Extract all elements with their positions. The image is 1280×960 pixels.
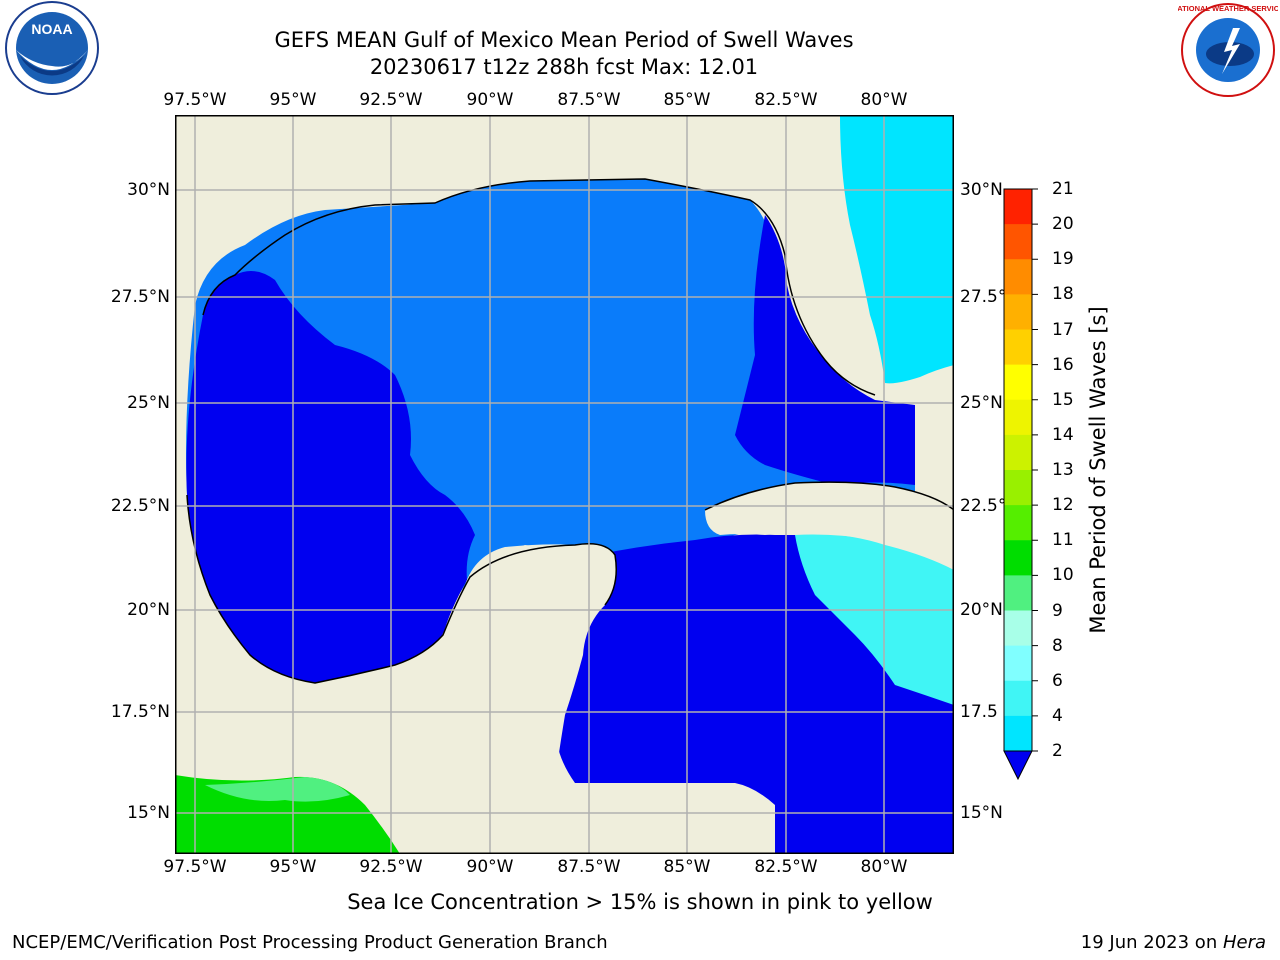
colorbar-segment (1004, 470, 1032, 506)
lon-tick-bottom: 80°W (860, 857, 908, 877)
colorbar-under-triangle (1003, 750, 1033, 781)
colorbar-segment (1004, 575, 1032, 611)
lon-tick-bottom: 85°W (663, 857, 711, 877)
colorbar-segment (1004, 505, 1032, 541)
map-title: GEFS MEAN Gulf of Mexico Mean Period of … (274, 28, 854, 52)
colorbar-segment (1004, 364, 1032, 401)
nws-logo: NATIONAL WEATHER SERVICE (1178, 3, 1278, 97)
lat-tick-left: 15°N (127, 803, 170, 823)
lat-tick-left: 30°N (127, 180, 170, 200)
yucatan-land (430, 543, 617, 780)
nws-logo-text: NATIONAL WEATHER SERVICE (1178, 4, 1278, 13)
colorbar-segment (1004, 329, 1032, 366)
lat-tick-right: 22.5° (960, 496, 1007, 516)
lon-tick-top: 92.5°W (359, 90, 423, 110)
colorbar-segment (1004, 715, 1032, 752)
colorbar-label: 4 (1052, 705, 1063, 726)
noaa-logo: NOAA (5, 1, 99, 95)
atlantic-swell-light (840, 115, 954, 384)
lat-tick-left: 25°N (127, 393, 170, 413)
cuba-land (705, 482, 954, 570)
colorbar-label: 21 (1052, 179, 1074, 199)
colorbar-segment (1004, 294, 1032, 330)
colorbar (1003, 188, 1038, 781)
colorbar-label: 17 (1052, 319, 1074, 340)
colorbar-segment (1004, 224, 1032, 260)
colorbar-label: 12 (1052, 495, 1074, 516)
footer-date-text: 19 Jun 2023 on (1080, 932, 1223, 953)
colorbar-segment (1004, 259, 1032, 295)
lon-tick-bottom: 92.5°W (359, 857, 423, 877)
caribbean-swell-light (795, 534, 954, 705)
pacific-swell-light-green (205, 777, 350, 802)
footer-host: Hera (1222, 932, 1266, 953)
colorbar-label: 8 (1052, 635, 1063, 656)
colorbar-label: 18 (1052, 284, 1074, 305)
sea-ice-note: Sea Ice Concentration > 15% is shown in … (347, 890, 933, 914)
map-frame (175, 115, 954, 854)
noaa-logo-text: NOAA (31, 21, 72, 37)
lon-tick-top: 95°W (269, 90, 317, 110)
lon-tick-bottom: 95°W (269, 857, 317, 877)
colorbar-label: 10 (1052, 565, 1074, 586)
gulf-of-mexico-map (175, 115, 954, 854)
lon-tick-bottom: 97.5°W (163, 857, 227, 877)
map-subtitle: 20230617 t12z 288h fcst Max: 12.01 (369, 55, 759, 79)
colorbar-segment (1004, 434, 1032, 471)
colorbar-label: 16 (1052, 354, 1074, 375)
footer-date: 19 Jun 2023 on Hera (1081, 932, 1266, 953)
lon-tick-bottom: 90°W (466, 857, 514, 877)
map-grid (175, 115, 954, 854)
lat-tick-left: 27.5°N (110, 287, 170, 307)
colorbar-segment (1004, 540, 1032, 576)
colorbar-label: 20 (1052, 214, 1074, 235)
lat-tick-right: 27.5° (960, 287, 1007, 307)
colorbar-label: 14 (1052, 424, 1074, 445)
colorbar-label: 19 (1052, 249, 1074, 270)
gulf-swell-deep-east (735, 215, 915, 485)
lon-tick-top: 82.5°W (754, 90, 818, 110)
lat-tick-right: 25°N (960, 393, 1003, 413)
coastline (202, 178, 876, 396)
lon-tick-bottom: 87.5°W (557, 857, 621, 877)
lon-tick-top: 85°W (663, 90, 711, 110)
colorbar-label: 11 (1052, 530, 1074, 551)
colorbar-segment (1004, 645, 1032, 682)
lon-tick-top: 90°W (466, 90, 514, 110)
footer-credit: NCEP/EMC/Verification Post Processing Pr… (12, 932, 608, 953)
colorbar-label: 15 (1052, 389, 1074, 410)
lat-tick-left: 20°N (127, 600, 170, 620)
lon-tick-top: 80°W (860, 90, 908, 110)
colorbar-label: 6 (1052, 670, 1063, 691)
colorbar-segment (1004, 680, 1032, 717)
colorbar-segment (1004, 189, 1032, 225)
colorbar-title: Mean Period of Swell Waves [s] (1086, 306, 1110, 634)
coastline-cuba (704, 481, 954, 511)
lat-tick-right: 20°N (960, 600, 1003, 620)
lat-tick-right: 17.5 (960, 702, 998, 722)
lat-tick-right: 15°N (960, 803, 1003, 823)
gulf-swell-deep-west (186, 271, 476, 683)
lon-tick-top: 87.5°W (557, 90, 621, 110)
lat-tick-left: 17.5°N (110, 702, 170, 722)
colorbar-label: 13 (1052, 460, 1074, 480)
colorbar-segment (1004, 610, 1032, 647)
colorbar-label: 2 (1052, 741, 1063, 761)
lon-tick-bottom: 82.5°W (754, 857, 818, 877)
lat-tick-right: 30°N (960, 180, 1003, 200)
colorbar-label: 9 (1052, 600, 1063, 621)
colorbar-segment (1004, 399, 1032, 436)
lon-tick-top: 97.5°W (163, 90, 227, 110)
lat-tick-left: 22.5°N (110, 496, 170, 516)
